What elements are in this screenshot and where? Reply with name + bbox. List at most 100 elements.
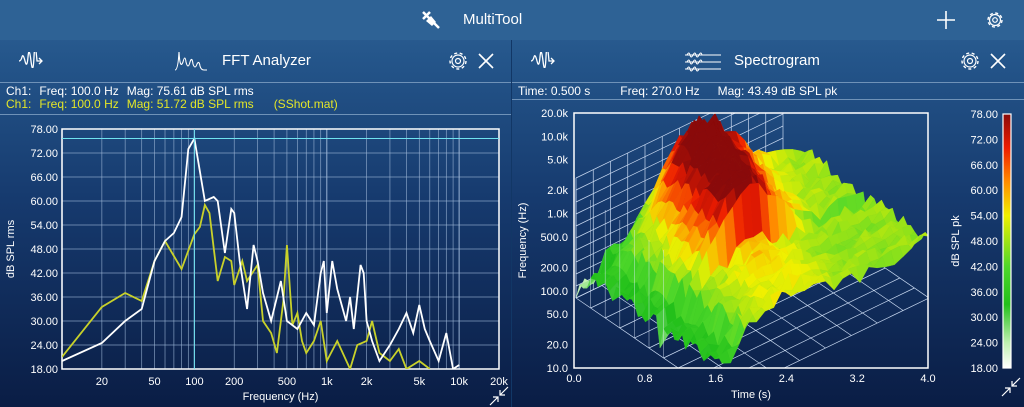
y-tick-label: 30.00 [30, 316, 58, 328]
x-tick-label: 200 [225, 376, 243, 388]
readout-mag: Mag: 43.49 dB SPL pk [717, 84, 838, 98]
x-tick-label: 0.8 [637, 373, 652, 385]
close-icon[interactable] [990, 53, 1006, 69]
spectrogram-icon [685, 52, 721, 72]
collapse-icon[interactable] [1001, 377, 1021, 397]
readout-freq: Freq: 270.0 Hz [620, 84, 700, 98]
y-axis-label: dB SPL rms [5, 219, 17, 278]
x-tick-label: 500 [278, 376, 296, 388]
divider [0, 82, 512, 83]
x-tick-label: 5k [413, 376, 425, 388]
readout-time: Time: 0.500 s [518, 84, 591, 98]
panel-title: FFT Analyzer [222, 52, 311, 69]
series-ch1-line [62, 135, 460, 369]
settings-gear-icon[interactable] [959, 50, 981, 72]
x-axis-label: Frequency (Hz) [243, 391, 319, 403]
fft-chart[interactable]: 78.00 72.00 66.00 60.00 54.00 48.00 42.00 36.00… [0, 115, 512, 407]
y-tick-label: 500.0 [540, 232, 568, 244]
colorbar-tick-label: 30.00 [970, 312, 998, 324]
panel-header: FFT Analyzer [0, 40, 512, 82]
fft-icon [174, 51, 207, 71]
colorbar-tick-label: 66.00 [970, 160, 998, 172]
y-tick-label: 42.00 [30, 268, 58, 280]
y-tick-label: 1.0k [547, 209, 568, 221]
grid [61, 128, 500, 370]
app-title-bar: MultiTool [0, 0, 1024, 40]
colorbar-tick-label: 60.00 [970, 185, 998, 197]
x-tick-label: 50 [148, 376, 160, 388]
series-reference-line [62, 202, 431, 369]
panel-divider [511, 40, 512, 407]
y-tick-label: 50.0 [547, 309, 568, 321]
readout-ch1: Ch1: Freq: 100.0 Hz Mag: 75.61 dB SPL rms [6, 84, 262, 98]
y-tick-label: 200.0 [540, 262, 568, 274]
x-tick-label: 10k [450, 376, 468, 388]
y-tick-label: 48.00 [30, 244, 58, 256]
colorbar-label: dB SPL pk [950, 215, 962, 267]
colorbar-tick-label: 18.00 [970, 363, 998, 375]
settings-gear-icon[interactable] [447, 50, 469, 72]
y-tick-label: 24.00 [30, 340, 58, 352]
y-tick-label: 20.0 [547, 340, 568, 352]
x-tick-label: 3.2 [850, 373, 865, 385]
reference-file: (SShot.mat) [273, 97, 338, 111]
readout: Time: 0.500 s Freq: 270.0 Hz Mag: 43.49 dB… [518, 84, 845, 98]
y-tick-label: 2.0k [547, 185, 568, 197]
surface-group [575, 113, 928, 368]
x-tick-label: 20 [96, 376, 108, 388]
signal-route-icon[interactable] [18, 52, 46, 68]
readout-freq: Freq: 100.0 Hz [39, 97, 119, 111]
colorbar [1002, 113, 1012, 369]
tool-icon [422, 11, 440, 29]
readout-channel: Ch1: [6, 97, 32, 111]
y-tick-label: 5.0k [547, 155, 568, 167]
plot-frame [573, 112, 929, 369]
x-tick-label: 0.0 [566, 373, 581, 385]
readout-channel: Ch1: [6, 84, 32, 98]
colorbar-tick-label: 54.00 [970, 211, 998, 223]
app-title: MultiTool [463, 11, 523, 28]
readout-mag: Mag: 75.61 dB SPL rms [126, 84, 254, 98]
x-tick-label: 1k [321, 376, 333, 388]
colorbar-tick-label: 72.00 [970, 134, 998, 146]
plus-icon[interactable] [937, 11, 955, 29]
gear-icon[interactable] [984, 9, 1006, 31]
colorbar-tick-label: 42.00 [970, 261, 998, 273]
plot-frame [61, 128, 500, 370]
colorbar-tick-label: 24.00 [970, 338, 998, 350]
y-tick-label: 10.0k [541, 131, 568, 143]
y-tick-label: 72.00 [30, 148, 58, 160]
y-tick-label: 20.0k [541, 108, 568, 120]
wall-grid-line [575, 113, 712, 179]
panel-header: Spectrogram [512, 40, 1024, 82]
series-group [62, 135, 460, 369]
collapse-icon-glyph [489, 386, 509, 406]
surface-cell [718, 349, 731, 364]
divider [0, 114, 512, 115]
y-tick-label: 66.00 [30, 172, 58, 184]
spectrogram-chart[interactable]: 20.0k 10.0k 5.0k 2.0k 1.0k 500.0 200.0 100.0 50.… [512, 100, 1024, 407]
x-tick-label: 2k [361, 376, 373, 388]
x-tick-label: 1.6 [708, 373, 723, 385]
signal-route-icon[interactable] [530, 52, 558, 68]
y-tick-label: 60.00 [30, 196, 58, 208]
divider [512, 82, 1024, 83]
x-tick-label: 100 [185, 376, 203, 388]
collapse-icon[interactable] [489, 386, 509, 406]
y-tick-label: 54.00 [30, 220, 58, 232]
colorbar-tick-label: 48.00 [970, 236, 998, 248]
close-icon[interactable] [478, 53, 494, 69]
readout-freq: Freq: 100.0 Hz [39, 84, 119, 98]
x-tick-label: 20k [490, 376, 508, 388]
collapse-icon-glyph [1001, 377, 1021, 397]
x-tick-label: 4.0 [920, 373, 935, 385]
spectrogram-panel: Spectrogram Time: 0.500 s Freq: 270.0 Hz M… [512, 40, 1024, 407]
readout-ch1-reference: Ch1: Freq: 100.0 Hz Mag: 51.72 dB SPL rms (… [6, 97, 346, 111]
divider [512, 99, 1024, 100]
colorbar-tick-label: 78.00 [970, 109, 998, 121]
colorbar-tick-label: 36.00 [970, 287, 998, 299]
y-axis-label: Frequency (Hz) [517, 203, 529, 279]
x-axis-label: Time (s) [731, 389, 771, 401]
x-tick-label: 2.4 [779, 373, 794, 385]
y-tick-label: 78.00 [30, 124, 58, 136]
